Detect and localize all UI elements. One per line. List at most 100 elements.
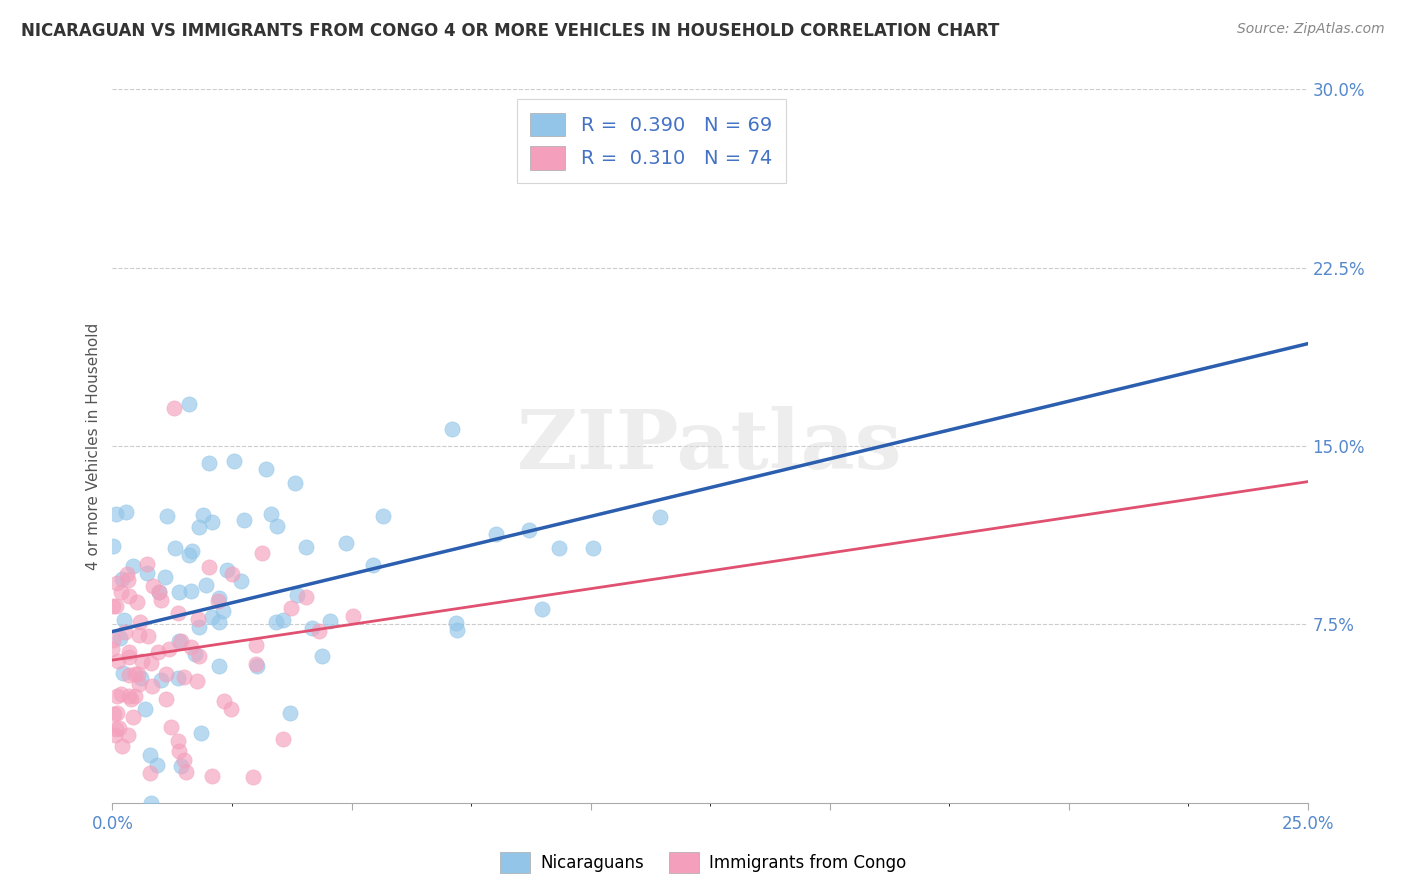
Point xyxy=(278,706,301,720)
Point xyxy=(115,566,138,581)
Point xyxy=(105,508,128,522)
Point xyxy=(105,575,128,590)
Point xyxy=(103,706,125,721)
Point xyxy=(110,631,132,645)
Point xyxy=(155,508,177,523)
Point xyxy=(208,615,231,629)
Point xyxy=(107,654,129,668)
Point xyxy=(190,726,212,740)
Point xyxy=(167,744,190,758)
Point xyxy=(114,624,136,639)
Point xyxy=(155,666,177,681)
Point xyxy=(139,796,162,810)
Point xyxy=(233,513,256,527)
Point xyxy=(295,591,318,605)
Point xyxy=(245,657,267,672)
Point xyxy=(266,518,288,533)
Point xyxy=(180,640,202,654)
Text: Source: ZipAtlas.com: Source: ZipAtlas.com xyxy=(1237,22,1385,37)
Point xyxy=(112,613,135,627)
Point xyxy=(245,638,267,652)
Point xyxy=(173,753,195,767)
Point xyxy=(250,545,273,559)
Point xyxy=(163,541,186,555)
Point xyxy=(148,584,170,599)
Point xyxy=(280,601,302,615)
Point xyxy=(242,770,264,784)
Point xyxy=(264,615,287,629)
Point xyxy=(246,659,269,673)
Point xyxy=(134,702,156,716)
Point xyxy=(181,544,204,558)
Point xyxy=(142,579,165,593)
Point xyxy=(166,606,188,620)
Point xyxy=(146,645,169,659)
Point xyxy=(197,560,219,574)
Legend: R =  0.390   N = 69, R =  0.310   N = 74: R = 0.390 N = 69, R = 0.310 N = 74 xyxy=(516,99,786,184)
Point xyxy=(179,397,201,411)
Point xyxy=(363,558,385,573)
Point xyxy=(115,505,138,519)
Point xyxy=(212,604,235,618)
Point xyxy=(169,633,191,648)
Point xyxy=(648,510,671,524)
Point xyxy=(191,508,214,522)
Point xyxy=(187,612,209,626)
Point xyxy=(295,540,318,554)
Point xyxy=(201,609,224,624)
Point xyxy=(108,721,131,735)
Point xyxy=(117,573,139,587)
Point xyxy=(201,769,224,783)
Point xyxy=(111,572,134,586)
Point xyxy=(273,613,295,627)
Point xyxy=(155,569,177,583)
Point xyxy=(105,689,128,703)
Point xyxy=(146,758,169,772)
Point xyxy=(101,539,124,553)
Point xyxy=(201,515,224,529)
Point xyxy=(125,595,148,609)
Point xyxy=(149,592,172,607)
Point xyxy=(101,599,124,614)
Point xyxy=(582,541,605,555)
Point xyxy=(150,673,173,688)
Point xyxy=(446,623,468,637)
Point xyxy=(163,401,186,416)
Point xyxy=(207,591,229,606)
Point xyxy=(136,630,159,644)
Point xyxy=(135,566,157,581)
Point xyxy=(101,633,124,648)
Point xyxy=(117,650,139,665)
Point xyxy=(224,453,246,467)
Point xyxy=(103,728,125,742)
Point xyxy=(208,659,231,673)
Point xyxy=(118,645,141,659)
Point xyxy=(371,508,394,523)
Point xyxy=(198,456,221,470)
Point xyxy=(110,687,132,701)
Point xyxy=(104,723,127,737)
Point xyxy=(136,558,159,572)
Point xyxy=(111,739,134,753)
Point xyxy=(118,667,141,681)
Point xyxy=(485,527,508,541)
Point xyxy=(160,721,183,735)
Point xyxy=(105,706,128,721)
Point xyxy=(122,558,145,573)
Point xyxy=(180,584,202,599)
Legend: Nicaraguans, Immigrants from Congo: Nicaraguans, Immigrants from Congo xyxy=(494,846,912,880)
Point xyxy=(120,691,142,706)
Point xyxy=(139,747,162,762)
Point xyxy=(441,422,464,436)
Point xyxy=(101,642,124,657)
Point xyxy=(219,702,242,716)
Point xyxy=(174,764,197,779)
Point xyxy=(141,656,163,670)
Point xyxy=(141,679,163,693)
Point xyxy=(187,520,209,534)
Point xyxy=(308,624,330,638)
Point xyxy=(207,594,229,608)
Point xyxy=(285,588,308,602)
Point xyxy=(128,677,150,691)
Point xyxy=(112,666,135,681)
